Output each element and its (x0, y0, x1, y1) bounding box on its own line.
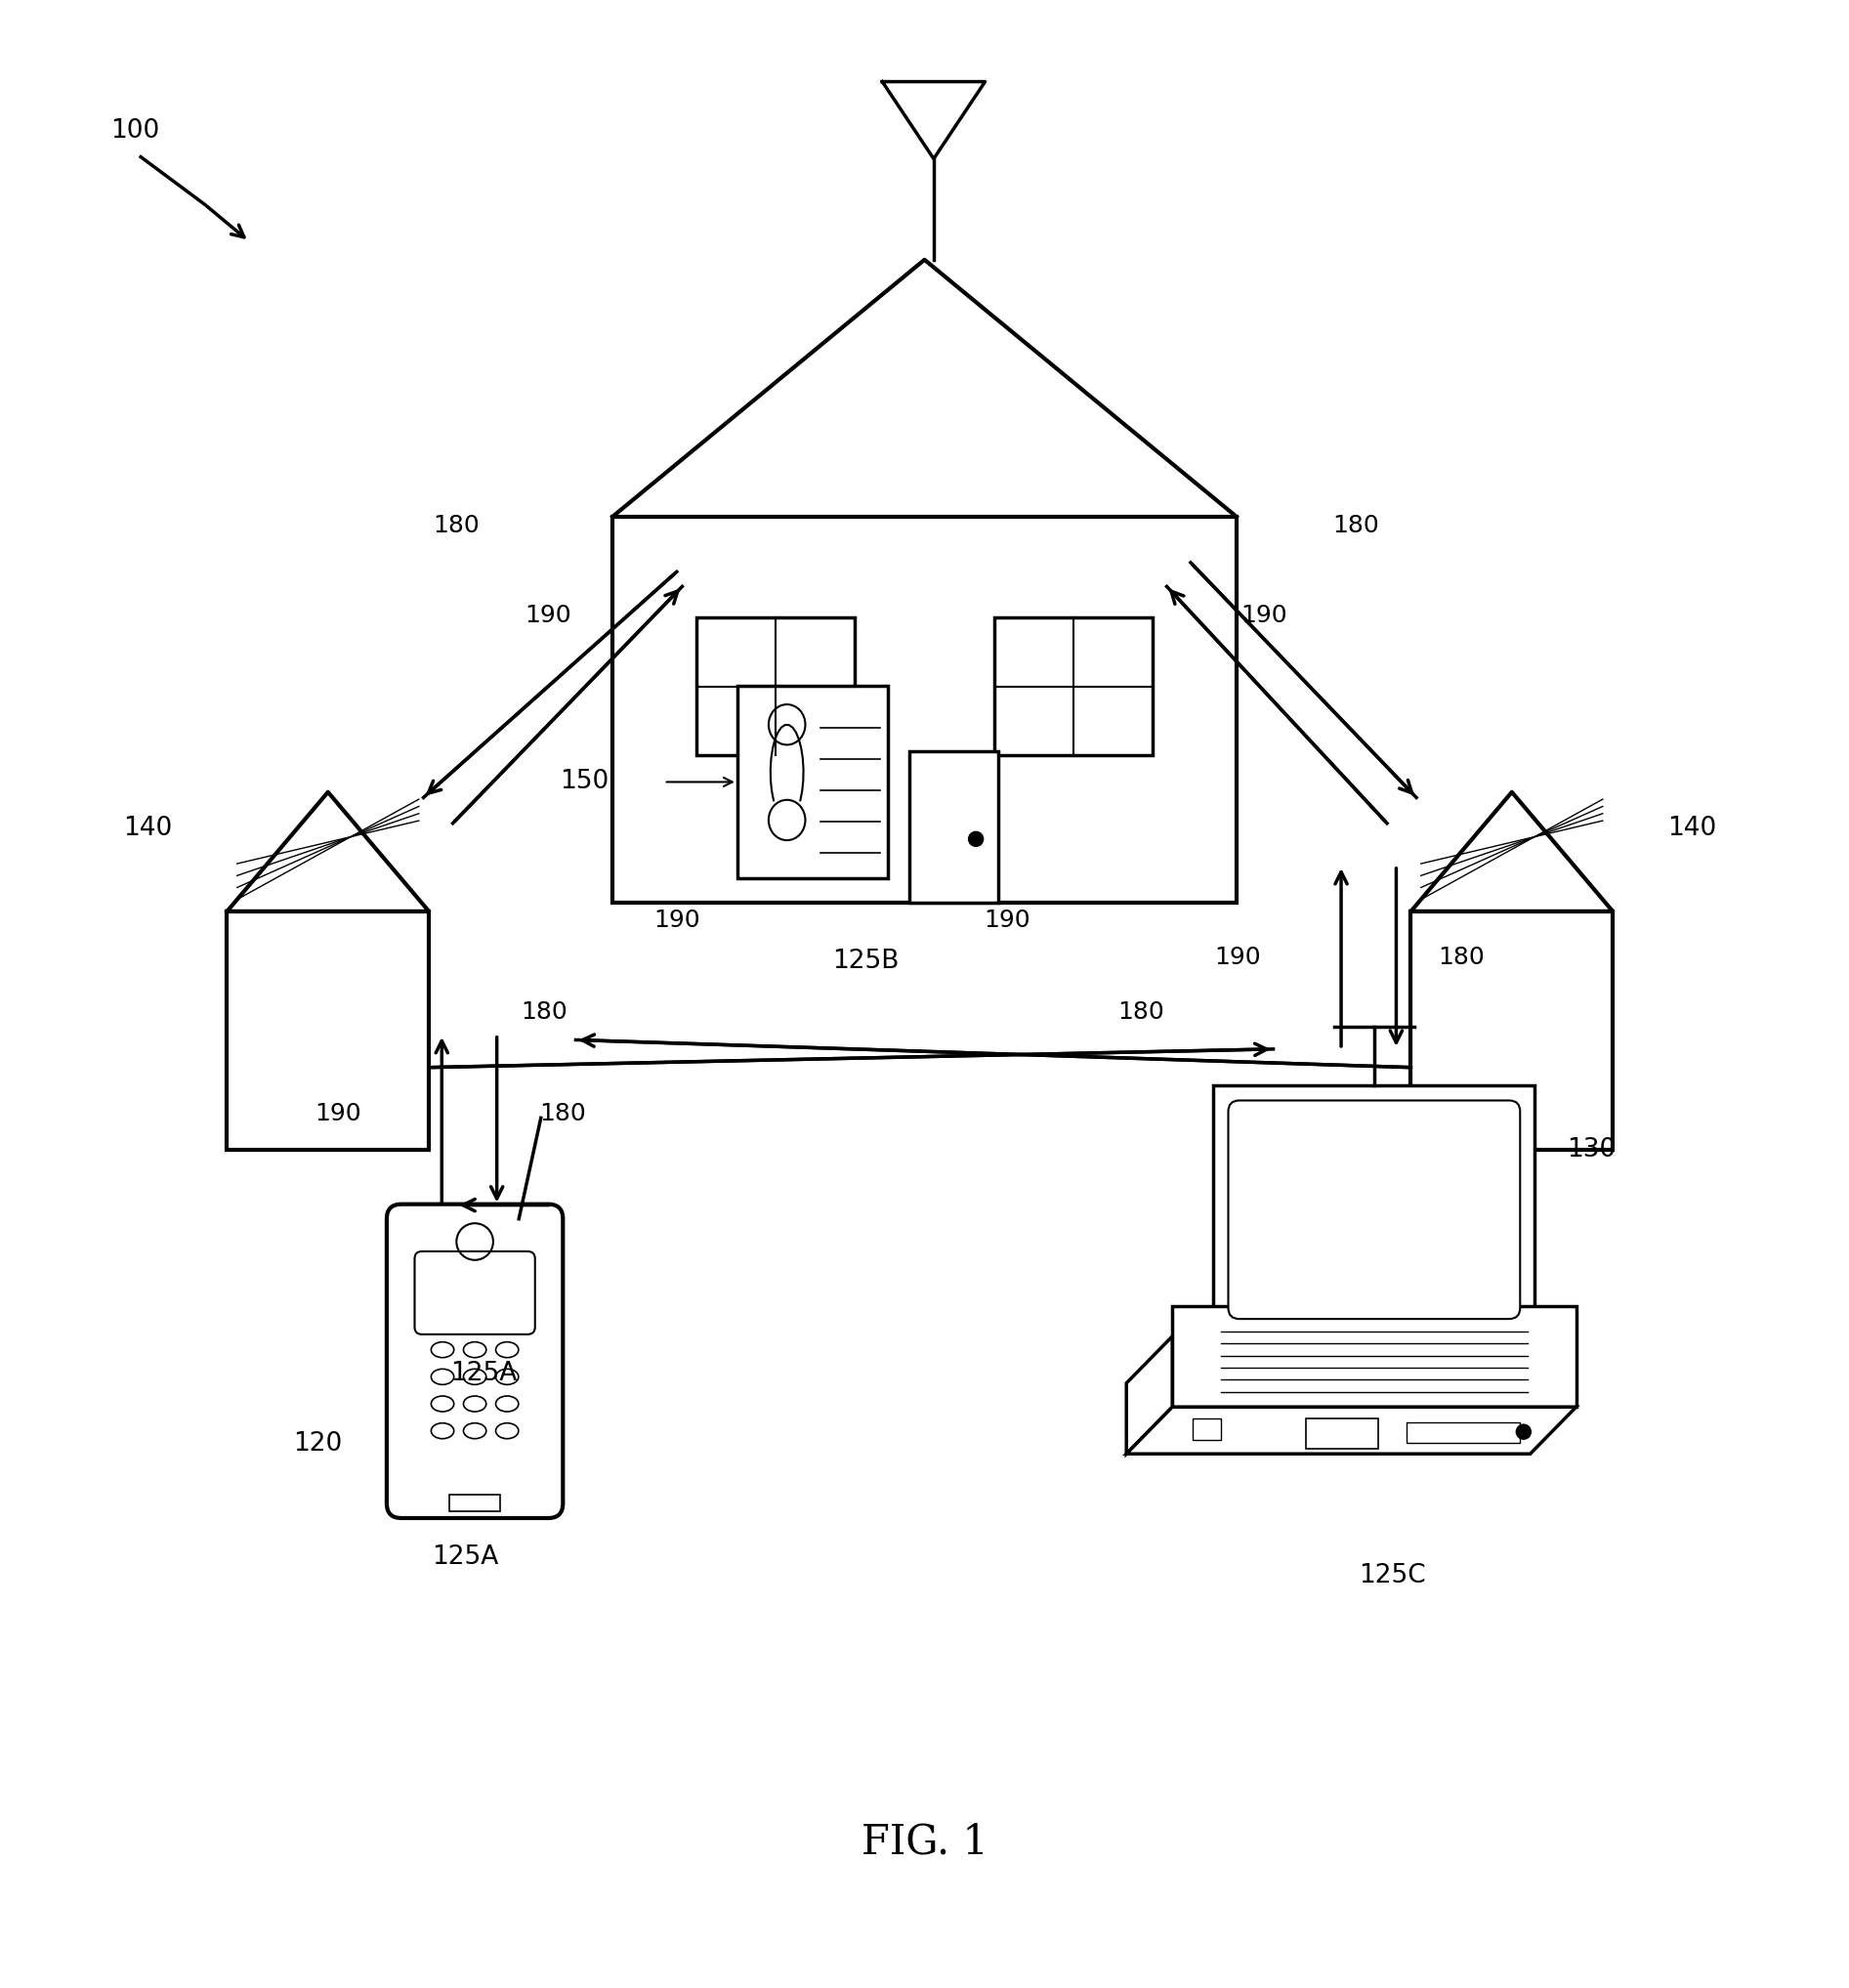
FancyBboxPatch shape (1228, 1101, 1520, 1318)
Text: 180: 180 (521, 1000, 568, 1024)
Text: 180: 180 (540, 1101, 586, 1125)
Text: 125A: 125A (451, 1362, 518, 1386)
Text: 180: 180 (1439, 946, 1485, 968)
FancyBboxPatch shape (386, 1205, 562, 1519)
Bar (612, 517, 1237, 903)
Text: 125B: 125B (832, 948, 899, 974)
Text: 130: 130 (1566, 1137, 1616, 1163)
Bar (995, 618, 1152, 755)
Polygon shape (1126, 1336, 1172, 1453)
Polygon shape (1126, 1408, 1575, 1453)
Text: 150: 150 (560, 769, 608, 795)
Text: 125C: 125C (1359, 1563, 1426, 1588)
Circle shape (969, 831, 984, 847)
Text: 125A: 125A (433, 1545, 499, 1571)
Bar (1305, 1417, 1378, 1449)
Text: 190: 190 (525, 604, 571, 628)
Text: 190: 190 (1241, 604, 1287, 628)
Text: 180: 180 (433, 515, 479, 537)
FancyBboxPatch shape (414, 1250, 534, 1334)
Text: 190: 190 (653, 909, 701, 932)
Bar (1193, 1417, 1220, 1439)
Text: FIG. 1: FIG. 1 (862, 1821, 987, 1863)
Bar (697, 618, 854, 755)
Text: 190: 190 (314, 1101, 361, 1125)
Bar (738, 686, 888, 879)
Bar (1213, 1085, 1535, 1334)
Text: 190: 190 (984, 909, 1030, 932)
Text: 100: 100 (111, 119, 159, 143)
Text: 180: 180 (1333, 515, 1379, 537)
Text: 180: 180 (1119, 1000, 1165, 1024)
Bar (1407, 1421, 1520, 1443)
Text: 120: 120 (294, 1431, 342, 1457)
Text: 140: 140 (1668, 817, 1718, 841)
Bar (1411, 911, 1612, 1149)
Bar (1172, 1306, 1575, 1408)
Bar (227, 911, 429, 1149)
Bar (910, 751, 998, 903)
Text: 190: 190 (1213, 946, 1261, 968)
Bar (449, 1495, 501, 1511)
Circle shape (1516, 1425, 1531, 1439)
Text: 140: 140 (122, 817, 172, 841)
